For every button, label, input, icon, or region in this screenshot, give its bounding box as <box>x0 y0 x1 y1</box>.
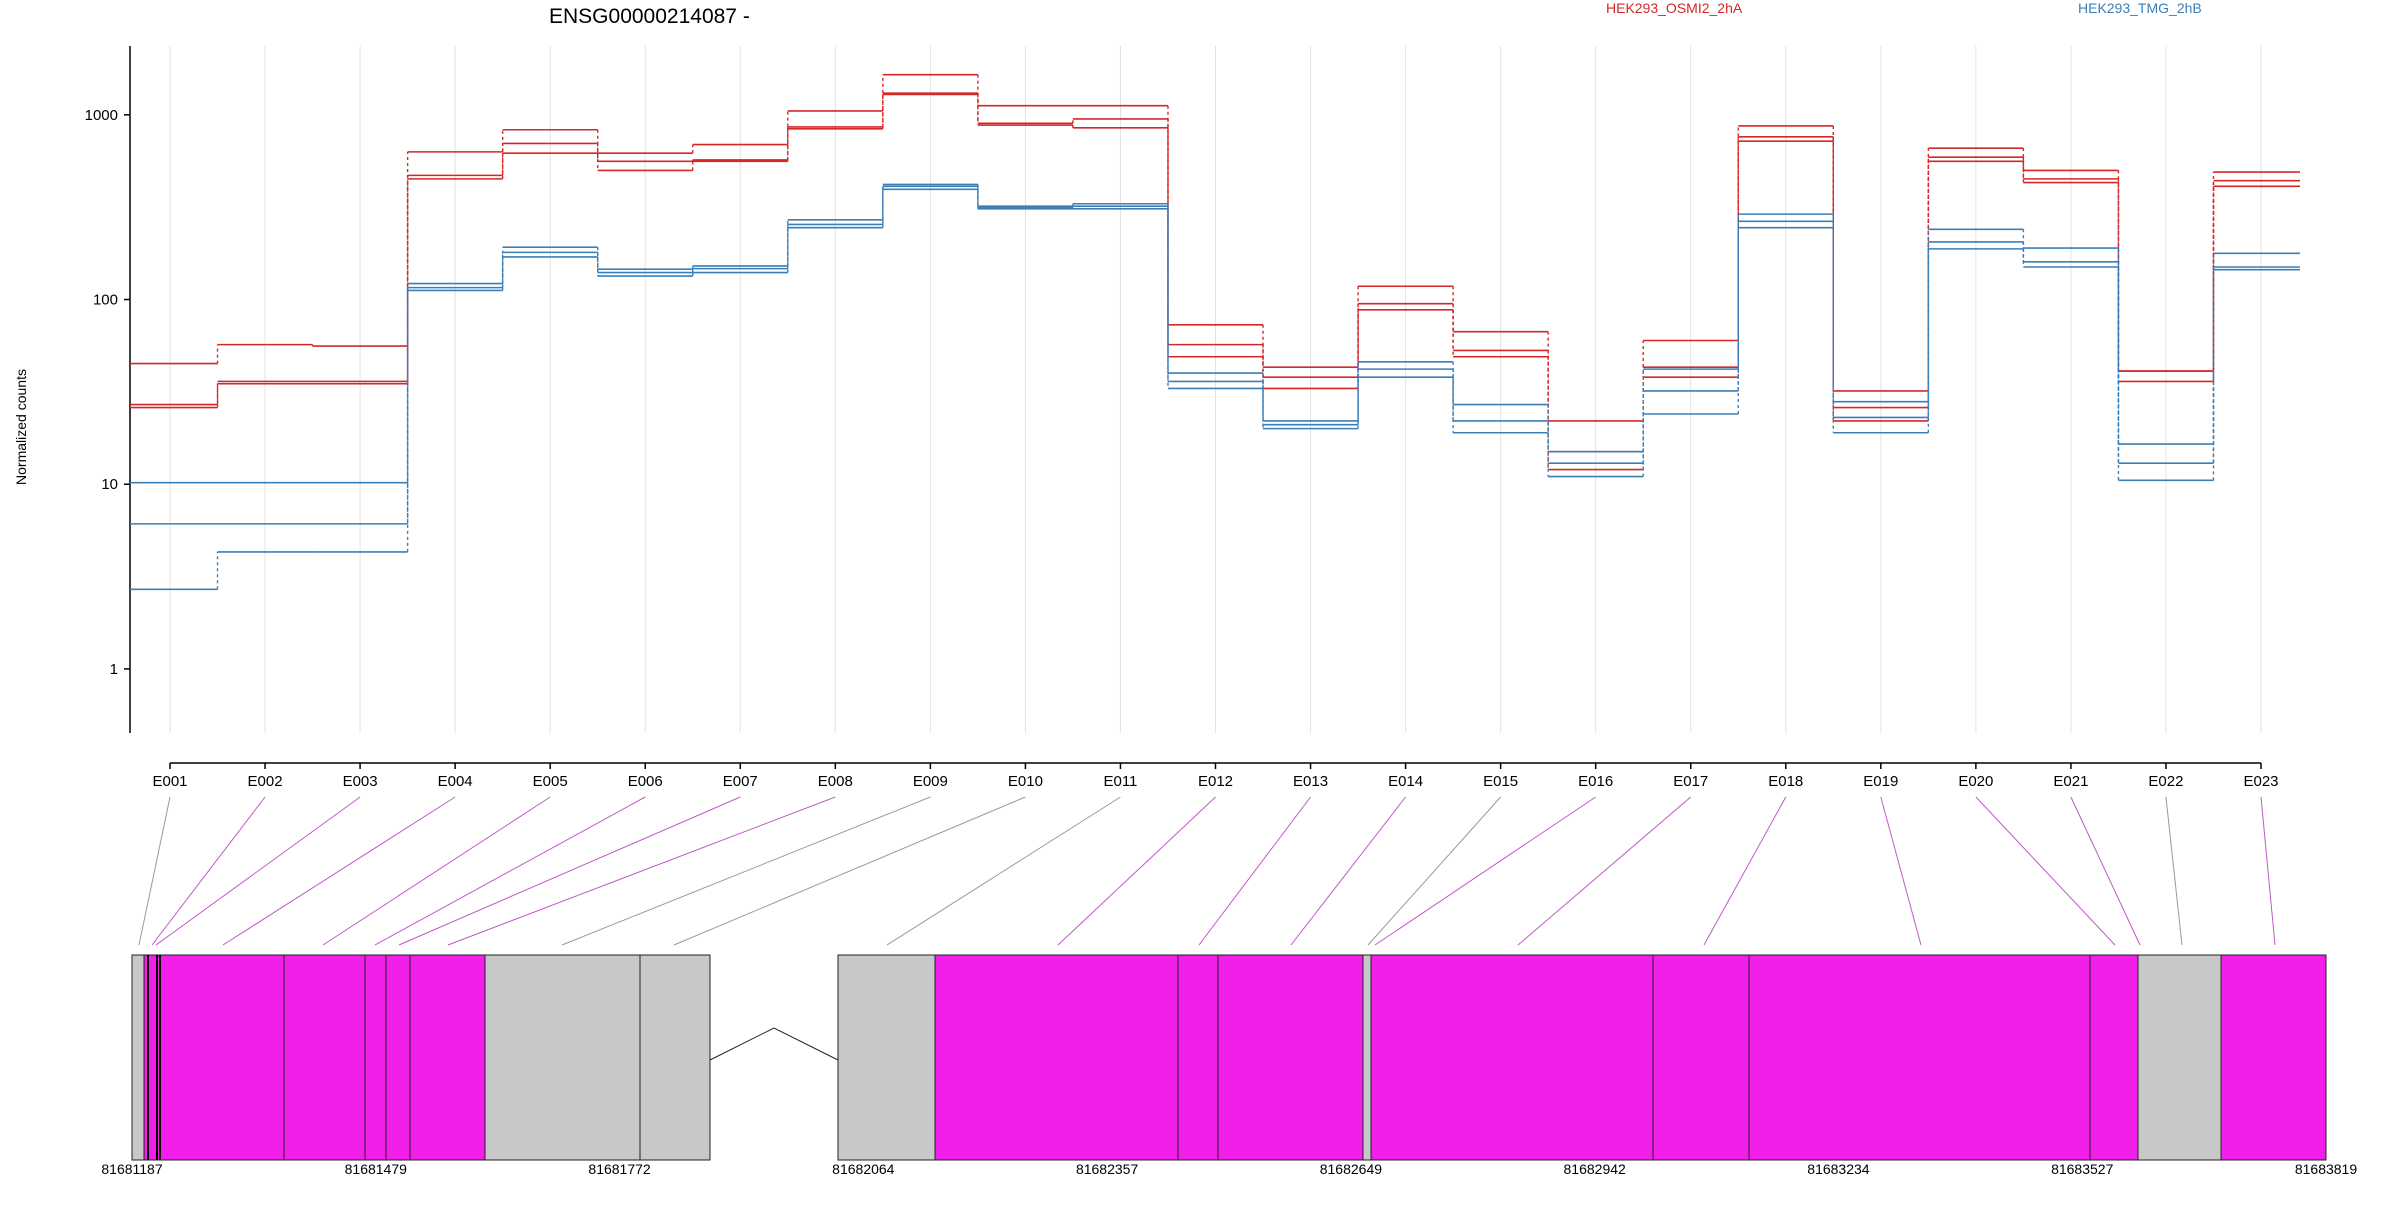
x-tick-label: E001 <box>152 773 187 790</box>
exon-connector <box>374 796 646 946</box>
x-tick-label: E017 <box>1673 773 1708 790</box>
x-tick-label: E022 <box>2148 773 2183 790</box>
genomic-coordinate: 81683527 <box>2051 1161 2114 1177</box>
intron-feature-block <box>2137 954 2222 1161</box>
exon-feature-block <box>1217 954 1364 1161</box>
series-line <box>130 188 2300 591</box>
exon-feature-block <box>2089 954 2139 1161</box>
exon-connector <box>673 796 1026 946</box>
genomic-coordinate: 81683234 <box>1807 1161 1870 1177</box>
x-tick-label: E005 <box>533 773 568 790</box>
x-tick-label: E004 <box>438 773 473 790</box>
exon-connector <box>1517 796 1692 946</box>
x-tick-label: E012 <box>1198 773 1233 790</box>
exon-connector <box>2260 796 2276 946</box>
exon-connector-lines <box>138 796 2276 946</box>
exon-connector <box>561 796 931 946</box>
x-tick-label: E015 <box>1483 773 1518 790</box>
exon-connector <box>1367 796 1502 946</box>
exon-feature-block <box>385 954 411 1161</box>
exon-connector <box>2165 796 2183 946</box>
exon-feature-block <box>283 954 366 1161</box>
exon-feature-block <box>1652 954 1750 1161</box>
exon-connector <box>1703 796 1787 946</box>
x-tick-label: E021 <box>2053 773 2088 790</box>
genomic-coordinate: 81681187 <box>101 1161 162 1177</box>
genomic-coordinate-labels: 81681187 81681479 81681772 81682064 81682357… <box>101 1161 2357 1177</box>
x-tick-label: E014 <box>1388 773 1423 790</box>
exon-connector <box>155 796 361 946</box>
x-tick-label: E020 <box>1958 773 1993 790</box>
exon-feature-block <box>2220 954 2327 1161</box>
exon-connector <box>1057 796 1216 946</box>
genomic-coordinate: 81682649 <box>1320 1161 1383 1177</box>
vertical-gridlines <box>169 46 2262 733</box>
x-tick-label: E002 <box>248 773 283 790</box>
exon-connector <box>398 796 741 946</box>
x-tick-label: E013 <box>1293 773 1328 790</box>
x-tick-label: E023 <box>2243 773 2278 790</box>
intron-feature-block <box>837 954 936 1161</box>
x-tick-label: E008 <box>818 773 853 790</box>
x-tick-label: E007 <box>723 773 758 790</box>
exon-connector <box>1880 796 1922 946</box>
exon-feature-block <box>1370 954 1654 1161</box>
intron-feature-block <box>1362 954 1372 1161</box>
exon-connector <box>322 796 551 946</box>
exon-connector <box>1290 796 1406 946</box>
legend-label-osmi2: HEK293_OSMI2_2hA <box>1606 0 1743 16</box>
y-tick-label: 100 <box>93 292 118 309</box>
genomic-coordinate: 81683819 <box>2295 1161 2358 1177</box>
exon-feature-block <box>934 954 1179 1161</box>
exon-connector <box>1374 796 1596 946</box>
x-tick-label: E011 <box>1103 773 1137 790</box>
genomic-coordinate: 81682942 <box>1564 1161 1627 1177</box>
x-tick-label: E006 <box>628 773 663 790</box>
exon-connector <box>1975 796 2116 946</box>
gene-model-track <box>131 954 2327 1161</box>
x-tick-label: E010 <box>1008 773 1043 790</box>
series-lines <box>130 73 2300 591</box>
exon-feature-block <box>1748 954 2091 1161</box>
exon-feature-block <box>364 954 387 1161</box>
exon-connector <box>886 796 1121 946</box>
y-tick-label: 10 <box>101 476 118 493</box>
exon-feature-block <box>409 954 486 1161</box>
y-axis-label: Normalized counts <box>13 369 29 485</box>
exon-connector <box>1198 796 1311 946</box>
exon-connector <box>151 796 266 946</box>
intron-feature-block <box>639 954 711 1161</box>
axes: 1 10 100 1000 E001 E002 E003 E004 E005 E006 E007 E0… <box>85 46 2279 790</box>
exon-connector <box>2070 796 2141 946</box>
intron-feature-block <box>131 954 145 1161</box>
splice-junction <box>709 1027 839 1061</box>
x-tick-label: E009 <box>913 773 948 790</box>
genomic-coordinate: 81681479 <box>345 1161 408 1177</box>
genomic-coordinate: 81682064 <box>832 1161 895 1177</box>
exon-feature-block <box>143 954 285 1161</box>
exon-feature-block <box>1177 954 1219 1161</box>
x-tick-label: E019 <box>1863 773 1898 790</box>
y-tick-label: 1 <box>110 661 118 678</box>
chart-title: ENSG00000214087 - <box>549 5 750 28</box>
x-tick-label: E003 <box>343 773 378 790</box>
exon-connector <box>222 796 456 946</box>
x-tick-label: E016 <box>1578 773 1613 790</box>
genomic-coordinate: 81682357 <box>1076 1161 1139 1177</box>
y-tick-label: 1000 <box>85 107 118 124</box>
exon-connector <box>138 796 171 946</box>
intron-feature-block <box>484 954 641 1161</box>
x-tick-label: E018 <box>1768 773 1803 790</box>
legend-label-tmg: HEK293_TMG_2hB <box>2078 0 2202 16</box>
genomic-coordinate: 81681772 <box>588 1161 651 1177</box>
exon-connector <box>447 796 836 946</box>
